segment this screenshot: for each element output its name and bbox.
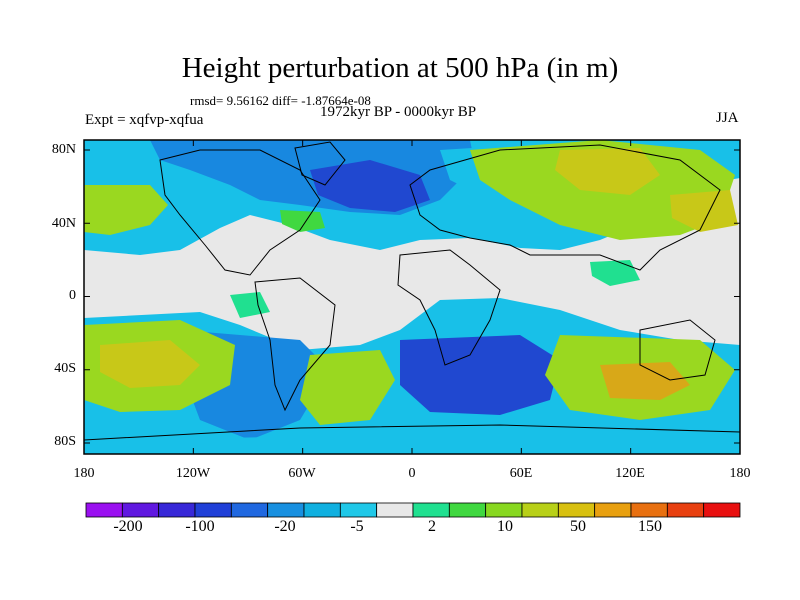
colorbar-swatch <box>703 502 741 518</box>
colorbar-swatch <box>376 502 414 518</box>
coast-south-america <box>254 277 336 412</box>
colorbar-swatch <box>85 502 123 518</box>
colorbar-swatch <box>666 502 705 518</box>
colorbar-label: 50 <box>570 518 586 535</box>
colorbar-swatch <box>412 502 450 518</box>
x-tick-label: 120E <box>615 466 645 481</box>
field-region-asia-yellow <box>555 148 660 195</box>
colorbar-swatch <box>339 502 378 518</box>
y-tick-label: 40S <box>54 361 76 376</box>
colorbar-swatch <box>303 502 341 518</box>
field-region-southatl-deepblue <box>400 335 560 415</box>
experiment-label: Expt = xqfvp-xqfua <box>85 112 204 128</box>
height-field <box>84 140 740 454</box>
colorbar-label: -200 <box>113 518 143 535</box>
coast-eurasia <box>409 144 721 271</box>
colorbar-label: -20 <box>274 518 296 535</box>
colorbar-swatch <box>267 502 305 518</box>
colorbar-label: 10 <box>497 518 513 535</box>
colorbar-swatch <box>485 502 523 518</box>
colorbar-label: -5 <box>350 518 364 535</box>
coast-greenland <box>294 141 346 186</box>
coast-antarctica <box>84 424 740 441</box>
chart-title: Height perturbation at 500 hPa (in m) <box>181 52 619 84</box>
colorbar-swatch <box>521 502 559 518</box>
coast-australia <box>639 319 716 381</box>
y-tick-label: 0 <box>69 288 76 303</box>
coastlines <box>84 141 740 441</box>
season-label: JJA <box>716 110 739 126</box>
field-region-westpac-yellow <box>670 190 738 232</box>
colorbar-label: -100 <box>185 518 215 535</box>
field-region-antarctic-lightblue <box>84 430 740 454</box>
colorbar-swatch <box>448 502 487 518</box>
field-region-southpac-yellow <box>100 340 200 388</box>
field-region-atlantic-green <box>280 210 325 232</box>
field-region-tropical-teal <box>590 260 640 286</box>
field-region-pacific-ne-green <box>84 185 168 235</box>
x-tick-label: 60W <box>288 466 316 481</box>
coast-north-america <box>159 149 321 276</box>
axis-ticks <box>83 140 741 454</box>
x-tick-label: 180 <box>729 466 751 481</box>
x-tick-label: 120W <box>175 466 211 481</box>
colorbar-swatch <box>230 502 269 518</box>
colorbar <box>85 502 741 518</box>
coast-africa <box>397 249 501 366</box>
colorbar-swatch <box>594 502 632 518</box>
colorbar-swatch <box>121 502 160 518</box>
field-region-southam-green <box>300 350 395 425</box>
y-tick-label: 80S <box>54 434 76 449</box>
y-tick-label: 40N <box>51 216 76 231</box>
colorbar-label: 2 <box>428 518 436 535</box>
colorbar-swatch <box>194 502 232 518</box>
rmsd-diff-stats: rmsd= 9.56162 diff= -1.87664e-08 <box>190 93 371 108</box>
y-tick-label: 80N <box>51 142 76 157</box>
field-region-indian-orange <box>600 362 690 400</box>
field-region-north-deepblue <box>310 160 430 212</box>
colorbar-swatch <box>630 502 668 518</box>
x-tick-label: 180 <box>73 466 95 481</box>
colorbar-swatch <box>158 502 196 518</box>
x-tick-label: 0 <box>408 466 416 481</box>
colorbar-label: 150 <box>638 518 662 535</box>
colorbar-swatch <box>557 502 596 518</box>
x-tick-label: 60E <box>509 466 533 481</box>
period-label: 1972kyr BP - 0000kyr BP <box>320 104 477 120</box>
